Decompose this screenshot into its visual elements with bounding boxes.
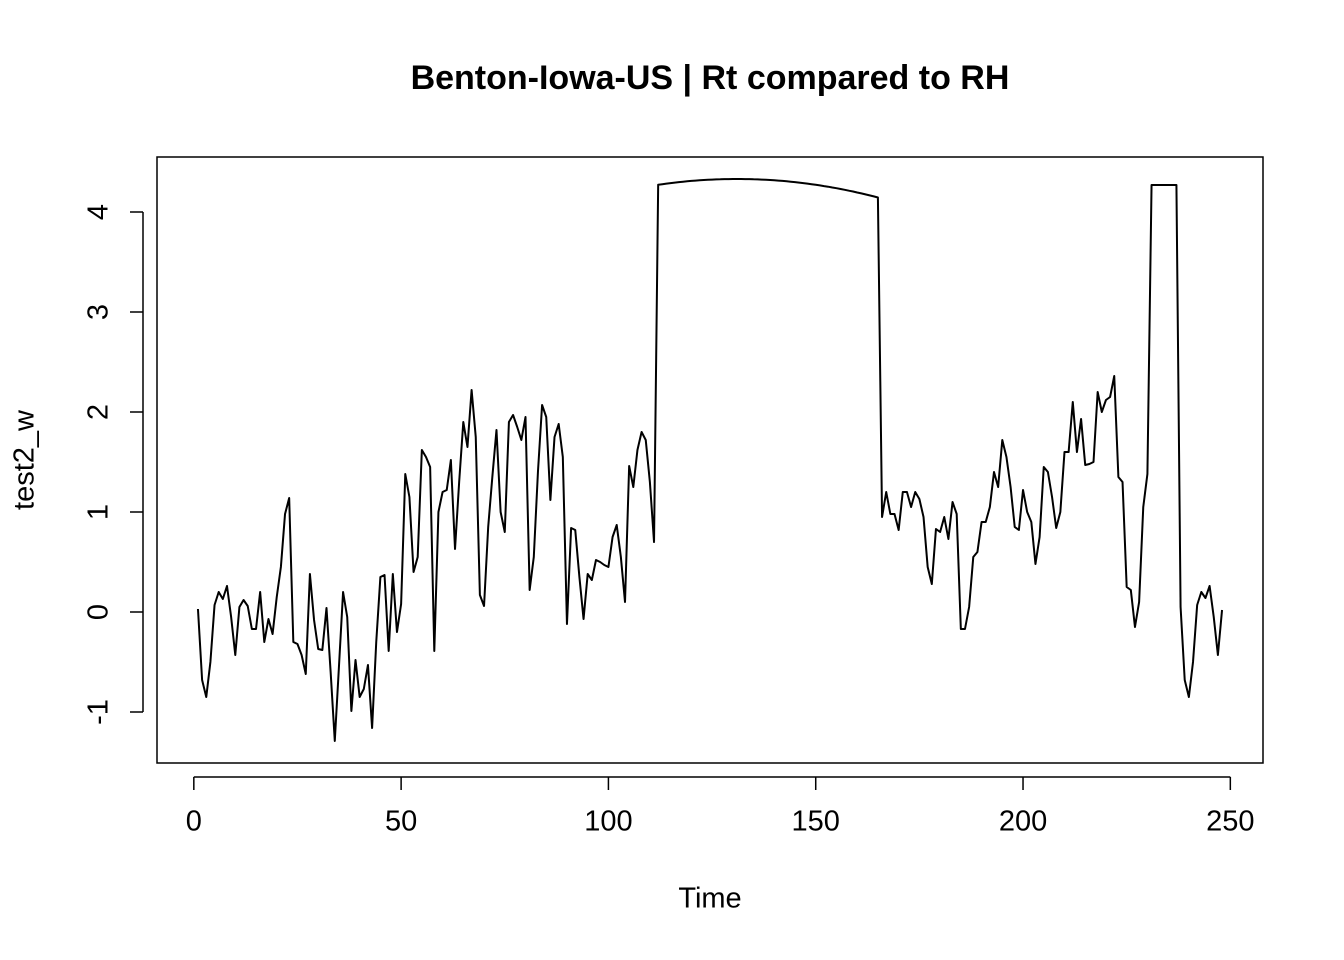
y-axis-label: test2_w <box>9 409 41 510</box>
x-tick-label: 200 <box>999 806 1047 838</box>
x-axis-label: Time <box>678 883 741 915</box>
x-tick-label: 50 <box>385 806 417 838</box>
y-tick-label: 2 <box>83 404 115 420</box>
x-tick-label: 150 <box>792 806 840 838</box>
chart-title: Benton-Iowa-US | Rt compared to RH <box>411 59 1010 97</box>
plot-box <box>156 156 1264 764</box>
x-tick-label: 0 <box>186 806 202 838</box>
data-line <box>196 178 1224 742</box>
x-tick-label: 100 <box>584 806 632 838</box>
y-tick-label: 0 <box>83 604 115 620</box>
y-tick-label: 4 <box>83 204 115 220</box>
y-tick-label: 3 <box>83 304 115 320</box>
y-tick-label: -1 <box>83 699 115 725</box>
x-tick-label: 250 <box>1206 806 1254 838</box>
y-tick-label: 1 <box>83 504 115 520</box>
